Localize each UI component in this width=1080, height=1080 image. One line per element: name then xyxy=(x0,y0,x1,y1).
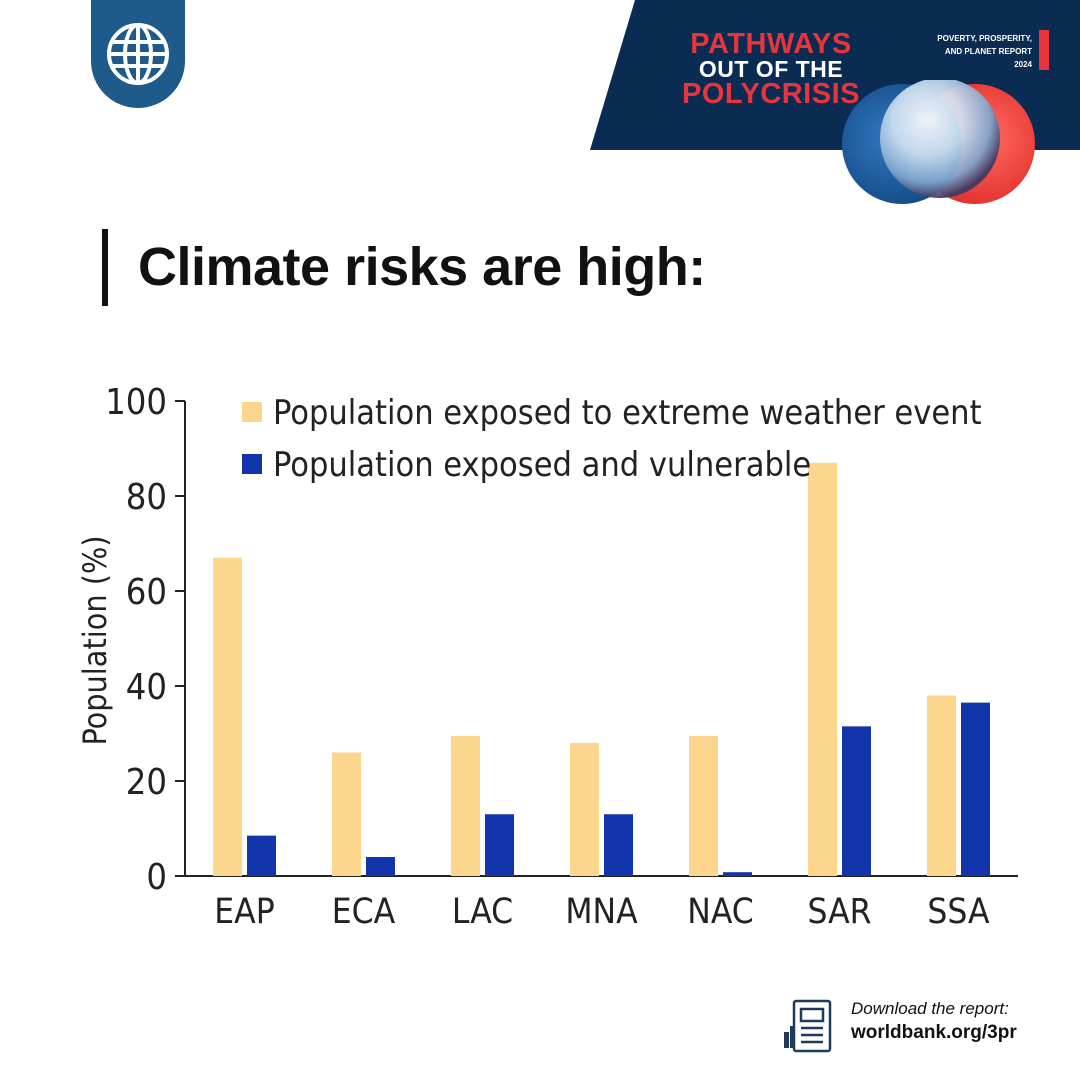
bar-ssa-series-1 xyxy=(927,695,956,876)
x-tick-label: SAR xyxy=(807,892,871,932)
banner-title-line-1: PATHWAYS xyxy=(690,28,852,60)
x-tick-label: LAC xyxy=(452,892,513,932)
download-label: Download the report: xyxy=(851,999,1009,1018)
y-tick-label: 100 xyxy=(105,382,167,423)
page-heading: Climate risks are high: xyxy=(138,237,706,297)
report-banner: PATHWAYS OUT OF THE POLYCRISIS POVERTY, … xyxy=(590,0,1080,204)
y-axis-label: Population (%) xyxy=(76,535,114,745)
x-tick-label: NAC xyxy=(687,892,753,932)
x-tick-label: SSA xyxy=(927,892,990,932)
banner-title-line-3: POLYCRISIS xyxy=(682,78,860,110)
bar-eap-series-1 xyxy=(213,557,242,876)
y-tick-label: 0 xyxy=(146,857,167,898)
heading-accent-bar xyxy=(102,229,108,306)
bar-ssa-series-2 xyxy=(961,702,990,876)
legend-label-1: Population exposed to extreme weather ev… xyxy=(273,393,982,433)
y-tick-label: 80 xyxy=(126,477,167,518)
x-tick-label: ECA xyxy=(332,892,396,932)
report-name: POVERTY, PROSPERITY, AND PLANET REPORT 2… xyxy=(937,34,1032,69)
report-document-icon[interactable] xyxy=(784,998,834,1054)
x-tick-label: EAP xyxy=(214,892,274,932)
y-tick-label: 60 xyxy=(126,572,167,613)
bar-eca-series-1 xyxy=(332,752,361,876)
x-tick-label: MNA xyxy=(565,892,638,932)
bar-mna-series-2 xyxy=(604,814,633,876)
world-bank-globe-icon xyxy=(107,23,169,85)
legend-swatch-1 xyxy=(242,402,262,422)
legend-label-2: Population exposed and vulnerable xyxy=(273,445,811,485)
overlapping-circles-graphic xyxy=(842,80,1035,204)
bar-mna-series-1 xyxy=(570,743,599,876)
bar-eca-series-2 xyxy=(366,857,395,876)
bar-nac-series-2 xyxy=(723,872,752,876)
report-accent-bar xyxy=(1039,30,1049,70)
bar-lac-series-2 xyxy=(485,814,514,876)
y-tick-label: 20 xyxy=(126,762,167,803)
bar-nac-series-1 xyxy=(689,735,718,876)
report-link[interactable]: worldbank.org/3pr xyxy=(851,1022,1017,1043)
world-bank-logo[interactable] xyxy=(91,0,185,108)
bar-eap-series-2 xyxy=(247,835,276,876)
climate-risk-bar-chart: 0 20 40 60 80 100 Population (%) EAP ECA LAC MNA NA… xyxy=(76,382,1018,932)
banner-title-line-2: OUT OF THE xyxy=(698,56,844,82)
y-tick-label: 40 xyxy=(126,667,167,708)
bar-lac-series-1 xyxy=(451,735,480,876)
bar-sar-series-2 xyxy=(842,726,871,876)
banner-title: PATHWAYS OUT OF THE POLYCRISIS xyxy=(666,28,876,110)
bar-sar-series-1 xyxy=(808,462,837,876)
legend-swatch-2 xyxy=(242,454,262,474)
